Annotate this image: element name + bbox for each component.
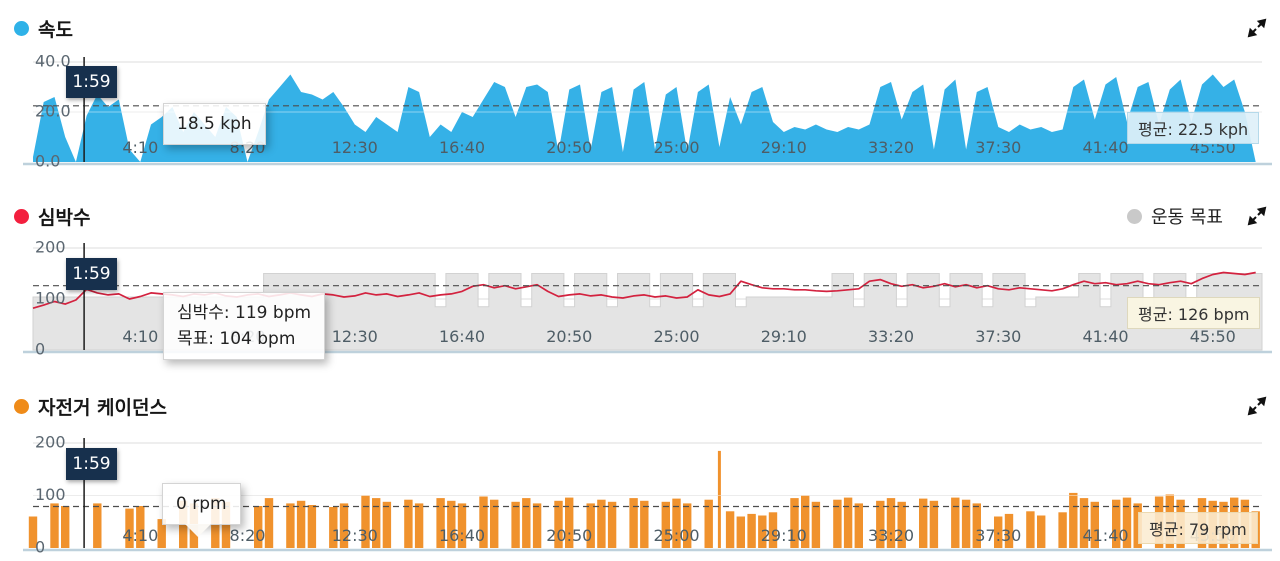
workout-target-legend: 운동 목표 <box>1127 204 1223 228</box>
svg-text:45:50: 45:50 <box>1190 327 1236 346</box>
svg-text:37:30: 37:30 <box>975 526 1021 545</box>
svg-text:29:10: 29:10 <box>761 327 807 346</box>
svg-text:16:40: 16:40 <box>439 526 485 545</box>
heart-rate-tooltip-value: 심박수: 119 bpm <box>177 303 312 323</box>
svg-text:25:00: 25:00 <box>653 327 699 346</box>
cadence-header: 자전거 케이던스 <box>14 394 167 419</box>
workout-target-dot-icon <box>1127 208 1142 224</box>
svg-text:4:10: 4:10 <box>122 526 158 545</box>
svg-text:20.0: 20.0 <box>35 102 71 121</box>
speed-legend-dot-icon <box>14 20 29 36</box>
cadence-cursor-time-badge: 1:59 <box>66 448 117 480</box>
svg-text:4:10: 4:10 <box>122 138 158 157</box>
cadence-legend-dot-icon <box>14 398 29 414</box>
svg-text:8:20: 8:20 <box>230 526 266 545</box>
svg-text:0: 0 <box>35 538 45 557</box>
cadence-title: 자전거 케이던스 <box>38 396 167 419</box>
heart-rate-tooltip-target: 목표: 104 bpm <box>177 329 296 349</box>
svg-text:37:30: 37:30 <box>975 327 1021 346</box>
svg-text:200: 200 <box>35 240 66 257</box>
svg-text:12:30: 12:30 <box>332 526 378 545</box>
heart-rate-cursor-time-badge: 1:59 <box>66 258 117 290</box>
svg-text:20:50: 20:50 <box>546 526 592 545</box>
svg-text:29:10: 29:10 <box>761 138 807 157</box>
svg-text:41:40: 41:40 <box>1082 327 1128 346</box>
cadence-expand-icon[interactable] <box>1246 395 1268 417</box>
svg-text:25:00: 25:00 <box>653 138 699 157</box>
svg-text:12:30: 12:30 <box>332 138 378 157</box>
svg-text:25:00: 25:00 <box>653 526 699 545</box>
svg-text:4:10: 4:10 <box>122 327 158 346</box>
svg-text:41:40: 41:40 <box>1082 526 1128 545</box>
heart-rate-title: 심박수 <box>38 206 91 229</box>
heart-rate-header: 심박수 <box>14 204 91 229</box>
workout-target-label: 운동 목표 <box>1151 207 1223 228</box>
svg-text:16:40: 16:40 <box>439 138 485 157</box>
svg-text:33:20: 33:20 <box>868 526 914 545</box>
heart-rate-chart[interactable]: 4:108:2012:3016:4020:5025:0029:1033:2037… <box>0 240 1280 360</box>
svg-text:33:20: 33:20 <box>868 138 914 157</box>
svg-text:20:50: 20:50 <box>546 138 592 157</box>
speed-average-badge: 평균: 22.5 kph <box>1127 112 1260 144</box>
svg-text:0: 0 <box>35 340 45 359</box>
svg-text:20:50: 20:50 <box>546 327 592 346</box>
cadence-chart[interactable]: 4:10 8:20 12:30 16:40 20:50 25:00 29:10 33:20 37… <box>0 435 1280 557</box>
svg-text:16:40: 16:40 <box>439 327 485 346</box>
cadence-tooltip: 0 rpm <box>162 483 241 537</box>
svg-text:100: 100 <box>35 485 66 504</box>
speed-cursor-time-badge: 1:59 <box>66 66 117 98</box>
heart-rate-legend-dot-icon <box>14 208 29 224</box>
svg-text:37:30: 37:30 <box>975 138 1021 157</box>
heart-rate-expand-icon[interactable] <box>1246 205 1268 227</box>
svg-text:29:10: 29:10 <box>761 526 807 545</box>
svg-text:100: 100 <box>35 289 66 308</box>
svg-text:40.0: 40.0 <box>35 52 71 71</box>
heart-rate-average-badge: 평균: 126 bpm <box>1127 297 1261 329</box>
svg-text:33:20: 33:20 <box>868 327 914 346</box>
svg-text:0.0: 0.0 <box>35 152 60 171</box>
svg-text:41:40: 41:40 <box>1082 138 1128 157</box>
speed-header: 속도 <box>14 16 73 41</box>
speed-title: 속도 <box>38 18 73 41</box>
speed-expand-icon[interactable] <box>1246 17 1268 39</box>
speed-tooltip: 18.5 kph <box>163 103 266 145</box>
cadence-average-badge: 평균: 79 rpm <box>1138 512 1258 544</box>
heart-rate-tooltip: 심박수: 119 bpm 목표: 104 bpm <box>163 292 326 360</box>
svg-text:200: 200 <box>35 435 66 452</box>
svg-text:12:30: 12:30 <box>332 327 378 346</box>
